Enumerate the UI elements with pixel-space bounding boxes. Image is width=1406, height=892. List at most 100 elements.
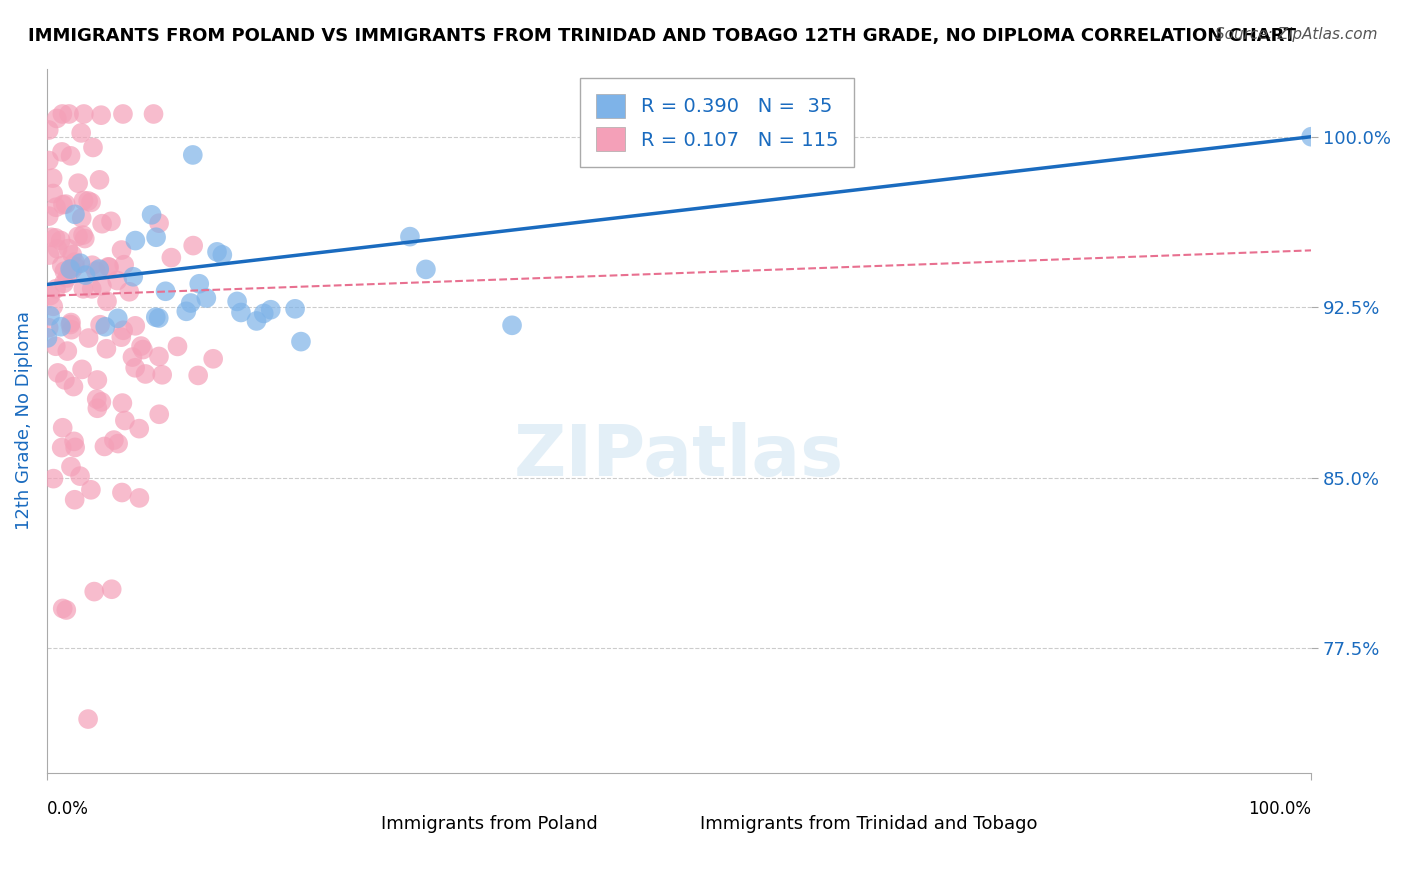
Point — [148, 407, 170, 421]
Point — [211, 248, 233, 262]
Point — [53, 373, 76, 387]
Point — [70, 126, 93, 140]
Point — [46, 242, 69, 256]
Point — [284, 301, 307, 316]
Point — [42, 472, 65, 486]
Point — [80, 282, 103, 296]
Point — [60, 316, 83, 330]
Point — [38, 123, 60, 137]
Point — [112, 323, 135, 337]
Point — [56, 344, 79, 359]
Point — [90, 278, 112, 293]
Point — [122, 269, 145, 284]
Point — [187, 368, 209, 383]
Point — [59, 318, 82, 332]
Point — [105, 274, 128, 288]
Point — [94, 319, 117, 334]
Point — [38, 153, 60, 168]
Point — [96, 342, 118, 356]
Point — [77, 712, 100, 726]
Point — [38, 320, 60, 334]
Point — [59, 459, 82, 474]
Point — [72, 228, 94, 243]
Point — [45, 339, 67, 353]
Point — [45, 282, 67, 296]
Point — [41, 171, 63, 186]
Point — [260, 302, 283, 317]
Point — [132, 343, 155, 357]
Point — [290, 334, 312, 349]
Point — [63, 259, 86, 273]
Point — [69, 469, 91, 483]
Point — [100, 214, 122, 228]
Point — [66, 229, 89, 244]
Point — [111, 485, 134, 500]
Point — [49, 319, 72, 334]
Point — [63, 441, 86, 455]
Point — [46, 366, 69, 380]
Point — [77, 331, 100, 345]
Point — [124, 234, 146, 248]
Point — [67, 176, 90, 190]
Point — [107, 311, 129, 326]
Point — [73, 231, 96, 245]
Point — [60, 248, 83, 262]
Point — [39, 288, 62, 302]
Point — [63, 434, 86, 449]
Point — [63, 255, 86, 269]
Point — [72, 194, 94, 208]
Point — [52, 197, 75, 211]
Point — [86, 373, 108, 387]
Point — [75, 268, 97, 282]
Point — [63, 492, 86, 507]
Point — [49, 234, 72, 248]
Point — [73, 107, 96, 121]
Point — [37, 331, 59, 345]
Point — [148, 216, 170, 230]
Point — [98, 260, 121, 275]
Point — [56, 271, 79, 285]
Point — [55, 603, 77, 617]
Point — [86, 401, 108, 416]
Point — [114, 413, 136, 427]
Point — [70, 362, 93, 376]
Point — [155, 285, 177, 299]
Point — [63, 207, 86, 221]
Point — [124, 360, 146, 375]
Point — [69, 256, 91, 270]
Point — [150, 368, 173, 382]
Point — [52, 601, 75, 615]
Point — [42, 299, 65, 313]
Point — [82, 258, 104, 272]
Point — [45, 200, 67, 214]
Text: IMMIGRANTS FROM POLAND VS IMMIGRANTS FROM TRINIDAD AND TOBAGO 12TH GRADE, NO DIP: IMMIGRANTS FROM POLAND VS IMMIGRANTS FRO… — [28, 27, 1296, 45]
Point — [52, 421, 75, 435]
Point — [180, 296, 202, 310]
Point — [41, 230, 63, 244]
Text: 100.0%: 100.0% — [1249, 800, 1312, 819]
Point — [145, 230, 167, 244]
Point — [80, 483, 103, 497]
Text: Source: ZipAtlas.com: Source: ZipAtlas.com — [1215, 27, 1378, 42]
Point — [83, 584, 105, 599]
Point — [124, 318, 146, 333]
Point — [118, 285, 141, 299]
Point — [103, 433, 125, 447]
Point — [38, 248, 60, 262]
Point — [59, 262, 82, 277]
Point — [128, 491, 150, 505]
Point — [253, 306, 276, 320]
Point — [42, 186, 65, 201]
Point — [107, 436, 129, 450]
Text: 0.0%: 0.0% — [46, 800, 89, 819]
Point — [60, 323, 83, 337]
Point — [148, 311, 170, 326]
Point — [121, 350, 143, 364]
Point — [97, 260, 120, 274]
Point — [70, 211, 93, 225]
Point — [89, 262, 111, 277]
Point — [59, 149, 82, 163]
Point — [93, 439, 115, 453]
Point — [128, 422, 150, 436]
Point — [181, 238, 204, 252]
